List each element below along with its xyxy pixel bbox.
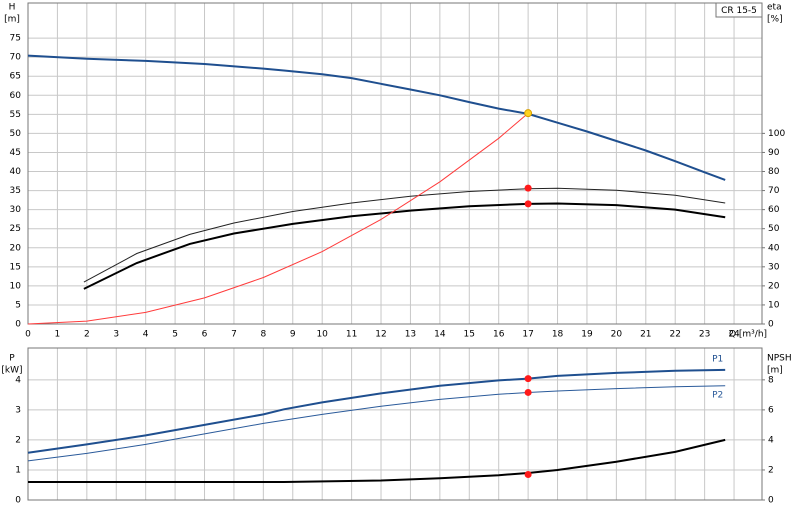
legend-label: P1 [712,354,723,364]
y2-tick-label: 90 [768,148,780,158]
x-tick-label: 22 [669,330,680,340]
y-tick-label: 4 [15,375,21,385]
x-tick-label: 14 [434,330,446,340]
x-tick-label: 12 [375,330,386,340]
y2-tick-label: 60 [768,205,780,215]
y-tick-label: 35 [10,186,21,196]
operating-point [524,375,532,383]
x-tick-label: 5 [172,330,178,340]
curve [27,54,726,181]
y-tick-label: 55 [10,110,21,120]
y-axis-label: [kW] [1,366,22,376]
y2-axis-label: eta [767,3,782,13]
y-axis-label: P [9,354,15,364]
y2-tick-label: 80 [768,167,780,177]
curve [27,368,726,454]
y2-tick-label: 4 [768,435,774,445]
plot-frame [27,347,763,501]
x-tick-label: 17 [522,330,533,340]
y-tick-label: 1 [15,465,21,475]
y-tick-label: 0 [15,320,21,330]
legend-label: P2 [712,390,723,400]
x-tick-label: 4 [143,330,149,340]
x-tick-label: 11 [346,330,357,340]
x-tick-label: 23 [699,330,710,340]
y2-tick-label: 70 [768,186,780,196]
y-tick-label: 3 [15,405,21,415]
x-tick-label: 15 [464,330,475,340]
x-tick-label: 0 [25,330,31,340]
plot-background [28,3,762,324]
y2-tick-label: 2 [768,465,774,475]
y2-tick-label: 40 [768,243,780,253]
y2-axis-label: [%] [767,15,783,25]
y-axis-label: [m] [4,15,20,25]
y2-tick-label: 10 [768,300,780,310]
x-tick-label: 20 [611,330,623,340]
y2-tick-label: 8 [768,375,774,385]
y2-axis-label: NPSH [767,354,792,364]
y-tick-label: 45 [10,148,21,158]
x-tick-label: 6 [202,330,208,340]
y2-axis-label: [m] [767,366,783,376]
operating-point [524,388,532,396]
y-tick-label: 65 [10,72,21,82]
x-tick-label: 21 [640,330,651,340]
curve [83,202,726,290]
y2-tick-label: 20 [768,281,780,291]
x-axis-label: Q [m³/h] [729,330,767,340]
x-tick-label: 16 [493,330,505,340]
x-tick-label: 8 [260,330,266,340]
y-tick-label: 0 [15,496,21,506]
y-tick-label: 10 [10,281,22,291]
y-tick-label: 40 [10,167,22,177]
operating-point [524,109,533,118]
operating-point [524,470,532,478]
operating-point [524,200,532,208]
curve [83,187,726,283]
curve [28,438,726,483]
y2-tick-label: 0 [768,320,774,330]
y-tick-label: 75 [10,34,21,44]
x-tick-label: 3 [113,330,119,340]
y2-tick-label: 0 [768,496,774,506]
label-box-text: CR 15-5 [721,6,757,16]
x-tick-label: 9 [290,330,296,340]
x-tick-label: 13 [405,330,416,340]
x-tick-label: 1 [55,330,61,340]
x-tick-label: 19 [581,330,593,340]
y-tick-label: 25 [10,224,21,234]
y-tick-label: 20 [10,243,22,253]
x-tick-label: 7 [231,330,237,340]
label-box [715,2,763,18]
x-tick-label: 10 [316,330,328,340]
y-axis-label: H [9,3,16,13]
y-tick-label: 30 [10,205,22,215]
y-tick-label: 50 [10,129,22,139]
curve [27,385,726,462]
x-tick-label: 2 [84,330,90,340]
operating-point [524,184,532,192]
y2-tick-label: 30 [768,262,780,272]
y-tick-label: 5 [15,300,21,310]
y-tick-label: 15 [10,262,21,272]
y2-tick-label: 50 [768,224,780,234]
x-tick-label: 24 [728,330,740,340]
y-tick-label: 2 [15,435,21,445]
y-tick-label: 70 [10,53,22,63]
y2-tick-label: 6 [768,405,774,415]
x-tick-label: 18 [552,330,564,340]
plot-frame [27,2,763,325]
y2-tick-label: 100 [768,129,785,139]
y-tick-label: 60 [10,91,22,101]
curve [27,112,529,325]
plot-background [28,348,762,500]
